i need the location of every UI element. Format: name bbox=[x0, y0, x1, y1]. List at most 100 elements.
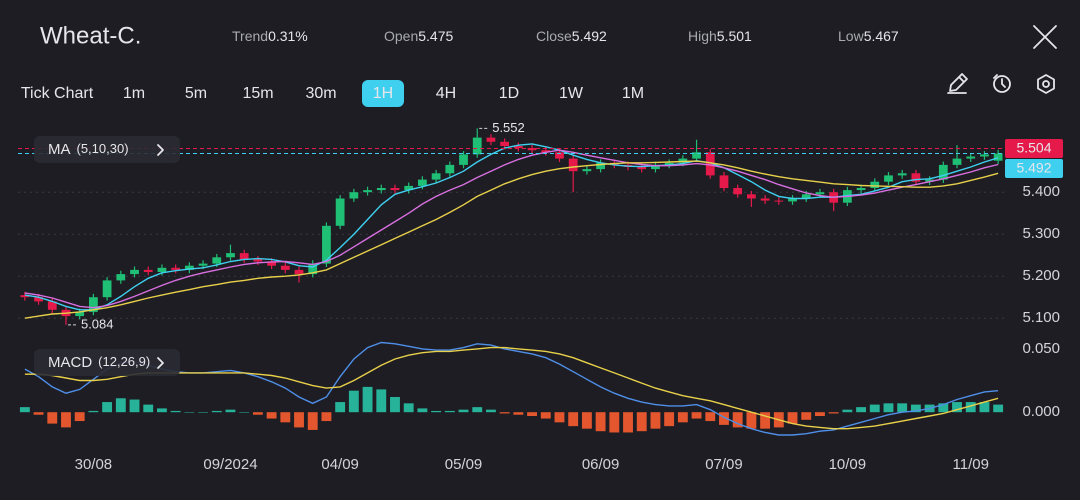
candle-body bbox=[349, 192, 359, 199]
tab[interactable]: 1H bbox=[362, 80, 404, 107]
candle-body bbox=[280, 265, 290, 270]
histogram-bar bbox=[47, 412, 58, 424]
tab[interactable]: Tick Chart bbox=[21, 85, 94, 102]
x-tick-label: 10/09 bbox=[829, 456, 867, 473]
candle-body bbox=[171, 267, 181, 270]
y-tick-label: 0.050 bbox=[1022, 340, 1060, 357]
candle-body bbox=[637, 167, 647, 170]
candle-body bbox=[938, 164, 948, 180]
indicator-box bbox=[34, 136, 180, 163]
candle-body bbox=[815, 192, 825, 195]
histogram-bar bbox=[129, 399, 140, 413]
histogram-bar bbox=[554, 412, 565, 423]
tab[interactable]: 1m bbox=[123, 85, 145, 102]
candle-body bbox=[500, 141, 510, 146]
histogram-bar bbox=[623, 412, 633, 433]
candle-body bbox=[418, 179, 427, 186]
histogram-bar bbox=[664, 412, 675, 427]
histogram-bar bbox=[307, 412, 318, 430]
x-tick-label: 05/09 bbox=[445, 456, 483, 473]
histogram-bar bbox=[499, 412, 510, 414]
candle-body bbox=[198, 263, 208, 266]
x-tick-label: 06/09 bbox=[582, 456, 620, 473]
chevron bbox=[157, 357, 164, 369]
tab-label: Tick Chart bbox=[21, 85, 94, 102]
candle-body bbox=[20, 295, 30, 298]
candle-body bbox=[897, 173, 907, 176]
histogram-bar bbox=[252, 412, 263, 415]
tab[interactable]: 30m bbox=[305, 85, 336, 102]
histogram-bar bbox=[952, 402, 962, 413]
stat-value: 5.501 bbox=[717, 28, 752, 44]
timeframe-tabs: Tick Chart 1m 5m 15m 30m 1H 4H 1D 1W 1M bbox=[21, 80, 644, 107]
candle-body bbox=[884, 175, 893, 182]
histogram-bar bbox=[650, 412, 661, 429]
histogram-bar bbox=[390, 397, 400, 413]
histogram-bar bbox=[211, 410, 222, 413]
candle-body bbox=[335, 198, 345, 226]
histogram-bar bbox=[787, 412, 798, 424]
histogram-bar bbox=[143, 404, 154, 413]
histogram-bar bbox=[568, 412, 579, 427]
candle-body bbox=[130, 269, 139, 275]
histogram-bar bbox=[993, 404, 1004, 413]
draw-tool[interactable] bbox=[947, 73, 968, 94]
stat: High5.501 bbox=[688, 28, 752, 44]
tab[interactable]: 5m bbox=[185, 85, 207, 102]
stat-label: Low bbox=[838, 28, 865, 44]
y-tick-label: 0.000 bbox=[1022, 403, 1060, 420]
candle-body bbox=[308, 263, 318, 275]
tab-label: 1D bbox=[499, 85, 519, 102]
candle-body bbox=[445, 164, 455, 174]
candle-body bbox=[486, 137, 496, 142]
tab[interactable]: 1D bbox=[499, 85, 519, 102]
candle-body bbox=[34, 297, 43, 302]
tab-label: 1W bbox=[559, 85, 584, 102]
candle-body bbox=[952, 158, 962, 165]
histogram-bar bbox=[294, 412, 304, 428]
histogram-bar bbox=[19, 407, 30, 413]
histogram-bar bbox=[760, 412, 771, 429]
indicator-button[interactable]: MA (5,10,30) bbox=[34, 136, 180, 163]
tab-label: 1H bbox=[373, 85, 393, 102]
indicator-params: (5,10,30) bbox=[77, 141, 129, 156]
candle-body bbox=[664, 162, 674, 165]
candle-body bbox=[322, 225, 331, 264]
price-tag bbox=[1005, 139, 1063, 159]
y-tick-label: 5.400 bbox=[1022, 183, 1060, 200]
candle-body bbox=[89, 297, 98, 312]
histogram-bar bbox=[486, 409, 496, 413]
candle-body bbox=[678, 158, 688, 163]
indicator-button[interactable]: MACD (12,26,9) bbox=[34, 349, 180, 376]
histogram-bar bbox=[815, 412, 825, 416]
x-tick-label: 30/08 bbox=[75, 456, 113, 473]
stats-bar: Trend0.31% Open5.475 Close5.492 High5.501 Lo… bbox=[232, 28, 899, 44]
timer-tool[interactable] bbox=[993, 74, 1011, 93]
candle-body bbox=[870, 181, 880, 188]
indicator-box bbox=[34, 349, 180, 376]
close-button[interactable] bbox=[1033, 25, 1057, 49]
histogram-bar bbox=[472, 407, 483, 413]
histogram-bar bbox=[225, 409, 236, 413]
histogram-bar bbox=[979, 402, 990, 413]
candle-body bbox=[472, 137, 482, 155]
tab[interactable]: 15m bbox=[242, 85, 273, 102]
extreme-label: 5.084 bbox=[81, 316, 114, 331]
tab[interactable]: 1W bbox=[559, 85, 584, 102]
histogram-bar bbox=[910, 404, 921, 413]
x-tick-label: 04/09 bbox=[321, 456, 359, 473]
candle-body bbox=[719, 175, 729, 188]
histogram-bar bbox=[444, 410, 455, 413]
tab[interactable]: 4H bbox=[436, 85, 456, 102]
candle-body bbox=[911, 173, 921, 182]
histogram-bar bbox=[403, 403, 414, 413]
stat-label: High bbox=[688, 28, 717, 44]
y-tick-label: 5.200 bbox=[1022, 267, 1060, 284]
settings-tool[interactable] bbox=[1037, 74, 1055, 94]
price-tag-label: 5.492 bbox=[1016, 160, 1051, 176]
indicator-params: (12,26,9) bbox=[98, 354, 150, 369]
stat-value: 5.492 bbox=[572, 28, 607, 44]
tab[interactable]: 1M bbox=[622, 85, 644, 102]
candle-body bbox=[47, 301, 57, 310]
candle-body bbox=[993, 153, 1003, 161]
